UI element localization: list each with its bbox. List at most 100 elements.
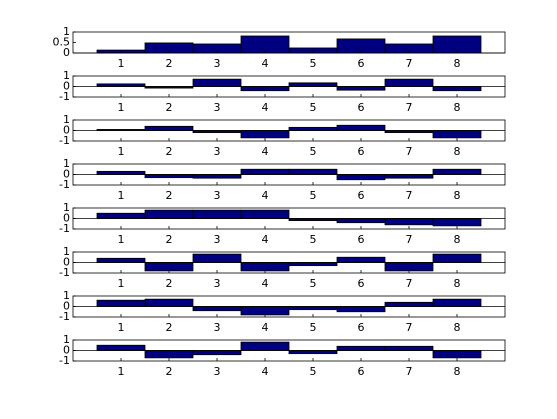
x-tick-label: 3 <box>214 233 221 246</box>
bar <box>192 350 242 356</box>
x-tick-label: 6 <box>358 57 365 70</box>
x-tick-label: 7 <box>406 233 413 246</box>
bar <box>192 209 242 219</box>
bar <box>192 253 242 263</box>
bar <box>336 174 386 181</box>
bar <box>384 78 434 87</box>
bar <box>144 174 194 179</box>
x-tick-label: 3 <box>214 145 221 158</box>
x-tick-label: 5 <box>310 145 317 158</box>
y-tick-label: -1 <box>59 310 70 323</box>
x-tick-label: 1 <box>118 189 125 202</box>
x-tick-label: 3 <box>214 277 221 290</box>
x-tick-label: 2 <box>166 321 173 334</box>
y-tick-label: -1 <box>59 134 70 147</box>
bar <box>288 126 338 131</box>
bar <box>288 350 338 355</box>
bar <box>336 256 386 263</box>
bar <box>432 168 482 175</box>
bar <box>384 345 434 351</box>
bar <box>384 218 434 226</box>
y-tick-label: 0 <box>63 212 70 225</box>
bar <box>96 299 146 307</box>
x-tick-label: 6 <box>358 365 365 378</box>
x-tick-label: 5 <box>310 365 317 378</box>
x-tick-label: 7 <box>406 189 413 202</box>
y-tick-label: 0 <box>63 46 70 59</box>
x-tick-label: 2 <box>166 145 173 158</box>
x-tick-label: 1 <box>118 57 125 70</box>
bar <box>336 218 386 224</box>
bar <box>240 306 290 316</box>
bar <box>96 344 146 351</box>
x-tick-label: 8 <box>454 145 461 158</box>
y-tick-label: 1 <box>63 333 70 346</box>
x-tick-label: 1 <box>118 101 125 114</box>
x-tick-label: 4 <box>262 233 269 246</box>
y-tick-label: 0 <box>63 80 70 93</box>
bar <box>336 345 386 351</box>
bar <box>96 212 146 219</box>
y-tick-label: 1 <box>63 113 70 126</box>
y-tick-label: 1 <box>63 157 70 170</box>
x-tick-label: 8 <box>454 101 461 114</box>
bar <box>432 86 482 92</box>
bar <box>240 130 290 139</box>
y-tick-label: 1 <box>63 245 70 258</box>
bar <box>240 262 290 272</box>
bar <box>288 82 338 87</box>
bar <box>432 350 482 359</box>
y-tick-label: -1 <box>59 90 70 103</box>
x-tick-label: 3 <box>214 189 221 202</box>
x-tick-label: 1 <box>118 233 125 246</box>
x-tick-label: 7 <box>406 57 413 70</box>
x-tick-label: 7 <box>406 365 413 378</box>
bar <box>96 257 146 263</box>
y-tick-label: 0 <box>63 300 70 313</box>
x-tick-label: 7 <box>406 101 413 114</box>
y-tick-label: -1 <box>59 354 70 367</box>
bar <box>144 209 194 219</box>
x-tick-label: 5 <box>310 321 317 334</box>
x-tick-label: 5 <box>310 101 317 114</box>
y-tick-label: 1 <box>63 201 70 214</box>
x-tick-label: 3 <box>214 321 221 334</box>
x-tick-label: 2 <box>166 233 173 246</box>
x-tick-label: 6 <box>358 145 365 158</box>
x-tick-label: 3 <box>214 365 221 378</box>
y-tick-label: 1 <box>63 25 70 38</box>
y-tick-label: -1 <box>59 266 70 279</box>
bar <box>240 341 290 351</box>
bar <box>336 86 386 91</box>
x-tick-label: 6 <box>358 233 365 246</box>
x-tick-label: 8 <box>454 321 461 334</box>
bar <box>288 168 338 175</box>
y-tick-label: 0.5 <box>53 36 71 49</box>
y-tick-label: 0 <box>63 344 70 357</box>
bar <box>288 262 338 267</box>
bar <box>192 306 242 312</box>
x-tick-label: 4 <box>262 321 269 334</box>
bar <box>432 218 482 227</box>
bar <box>432 253 482 263</box>
bar <box>240 209 290 219</box>
x-tick-label: 6 <box>358 101 365 114</box>
x-tick-label: 7 <box>406 145 413 158</box>
bar <box>384 262 434 272</box>
x-tick-label: 2 <box>166 189 173 202</box>
x-tick-label: 8 <box>454 233 461 246</box>
bar <box>384 301 434 307</box>
bar <box>144 262 194 272</box>
x-tick-label: 6 <box>358 321 365 334</box>
bar <box>144 298 194 307</box>
x-tick-label: 4 <box>262 277 269 290</box>
x-tick-label: 2 <box>166 277 173 290</box>
x-tick-label: 2 <box>166 57 173 70</box>
x-tick-label: 7 <box>406 321 413 334</box>
bar <box>144 350 194 359</box>
y-tick-label: 0 <box>63 256 70 269</box>
x-tick-label: 4 <box>262 101 269 114</box>
bar <box>240 86 290 92</box>
x-tick-label: 3 <box>214 57 221 70</box>
